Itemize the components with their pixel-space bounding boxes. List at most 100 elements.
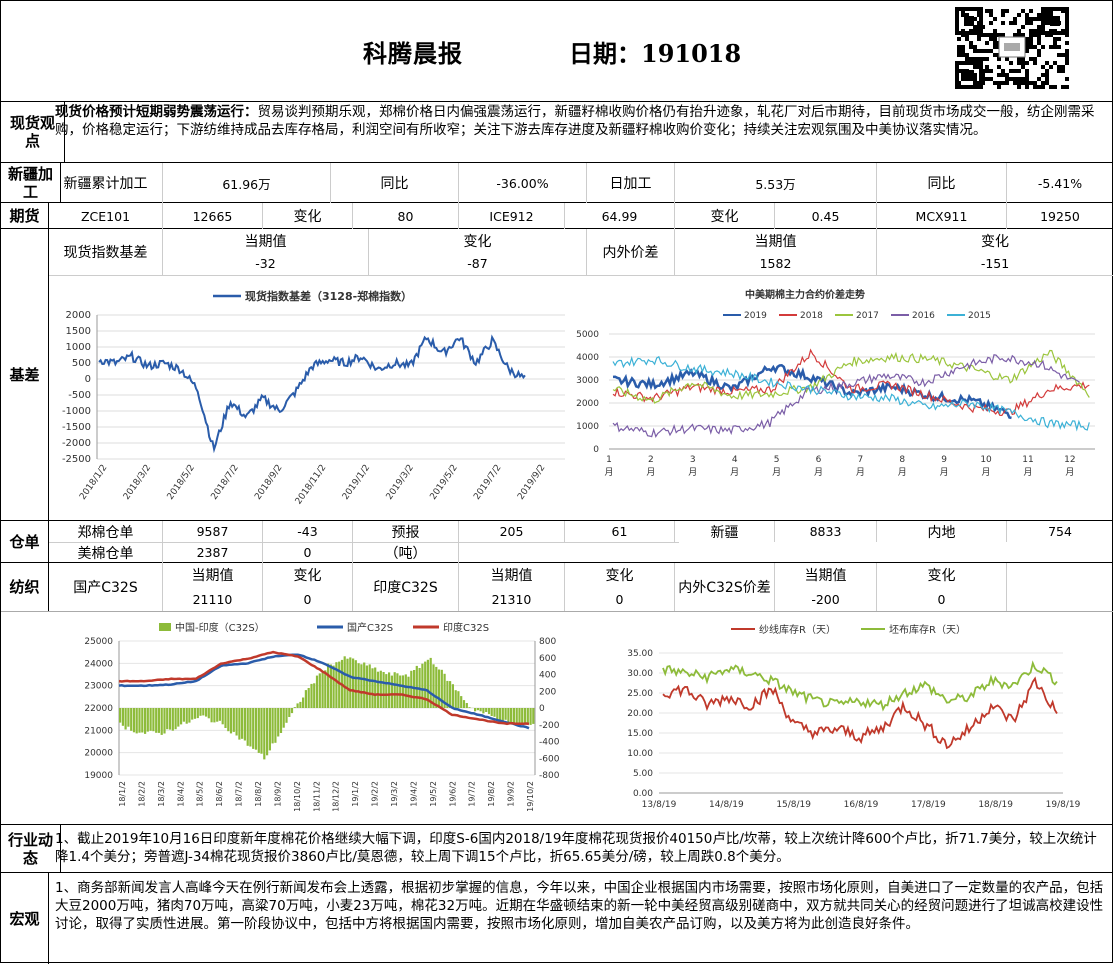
domestic-c32s-label: 国产C32S (49, 563, 163, 611)
inventory-xtick: 13/8/19 (642, 800, 677, 810)
inventory-xtick: 17/8/19 (911, 800, 946, 810)
yarn-spread-bar (310, 683, 313, 708)
yarn-xtick: 19/7/2 (468, 781, 477, 807)
yarn-spread-bar (260, 708, 263, 754)
inventory-chart: 纱线库存R（天） 坯布库存R（天） 35.00 30.00 25.00 20.00 15.… (627, 623, 1080, 810)
yarn-spread-bar (354, 660, 357, 708)
yarn-y2tick: 0 (539, 704, 545, 714)
yarn-spread-bar (138, 708, 141, 733)
basis-label: 基差 (1, 229, 49, 520)
yarn-xtick: 18/6/2 (215, 781, 224, 807)
forecast-label: 预报 (353, 521, 459, 542)
basis-ytick: -500 (68, 390, 91, 401)
forecast-value: 205 (459, 521, 565, 542)
yarn-spread-bar (171, 708, 174, 731)
inventory-legend-item: 坯布库存R（天） (889, 623, 966, 636)
domestic-cur-label: 当期值 (163, 563, 263, 587)
yarn-spread-bar (490, 708, 493, 716)
xj-daily-label: 日加工 (587, 163, 675, 203)
india-chg-label: 变化 (565, 563, 675, 587)
yarn-spread-bar (199, 708, 202, 716)
xj-daily-yoy-value: -5.41% (1037, 175, 1083, 191)
spread-xtick: 4 (732, 455, 738, 465)
spread-xtick: 5 (774, 455, 780, 465)
zce-warrant-value: 9587 (163, 521, 263, 542)
report-date: 日期：191018 (569, 39, 742, 68)
basis-xtick: 2018/3/2 (122, 463, 153, 502)
spread-xtick-unit: 月 (772, 467, 781, 478)
industry-label: 行业动态 (1, 825, 61, 872)
yarn-spread-bar (393, 672, 396, 708)
basis-index-label: 现货指数基差 (49, 229, 163, 275)
basis-xtick: 2018/5/2 (166, 463, 197, 502)
basis-legend: 现货指数基差（3128-郑棉指数） (245, 289, 412, 303)
yarn-y2tick: -200 (539, 721, 560, 731)
yarn-xtick: 18/3/2 (157, 781, 166, 807)
xinjiang-warrant-label: 新疆 (675, 521, 775, 542)
yarn-spread-bar (274, 708, 277, 743)
inland-warrant-value: 754 (1048, 524, 1072, 539)
yarn-spread-bar (202, 708, 205, 716)
ice-contract: ICE912 (459, 203, 565, 229)
spread-chg-value: -151 (980, 256, 1010, 271)
india-chg-value: 0 (565, 587, 675, 611)
yarn-spread-bar (512, 708, 515, 723)
yarn-spread-bar (285, 708, 288, 723)
yarn-spread-bar (451, 684, 454, 708)
xj-cum-value: 61.96万 (163, 163, 331, 203)
industry-row: 行业动态 1、截止2019年10月16日印度新年度棉花价格继续大幅下调，印度S-… (1, 825, 1113, 873)
yarn-spread-bar (462, 700, 466, 708)
yarn-spread-bar (407, 676, 410, 708)
yarn-spread-bar (388, 672, 391, 708)
yarn-spread-bar (238, 708, 241, 740)
spread-series-line (612, 364, 1012, 420)
yarn-spread-bar (346, 658, 349, 708)
yarn-spread-bar (144, 708, 147, 734)
yarn-xtick: 18/2/2 (137, 781, 146, 807)
yarn-spread-bar (329, 664, 332, 708)
spread-xtick: 2 (648, 455, 654, 465)
yarn-spread-bar (205, 708, 208, 717)
macro-label: 宏观 (1, 873, 49, 964)
macro-text: 1、商务部新闻发言人高峰今天在例行新闻发布会上透露，根据初步掌握的信息，今年以来… (55, 880, 1104, 932)
us-warrant-value: 2387 (163, 542, 263, 563)
yarn-spread-bar (304, 690, 307, 708)
yarn-spread-bar (521, 708, 524, 725)
india-cur-label: 当期值 (459, 563, 565, 587)
yarn-spread-bar (263, 708, 266, 760)
yarn-spread-bar (207, 708, 210, 719)
yarn-spread-bar (460, 696, 463, 708)
spread-xtick-unit: 月 (646, 467, 655, 478)
inventory-ytick: 10.00 (627, 749, 653, 759)
yarn-spread-bar (510, 708, 513, 723)
yarn-spread-bar (487, 708, 491, 715)
yarn-spread-bar (382, 672, 385, 708)
yarn-y2tick: 200 (539, 687, 556, 697)
yarn-spread-bar (119, 708, 122, 723)
zce-change-label: 变化 (263, 203, 353, 229)
us-warrant-label: 美棉仓单 (49, 542, 163, 563)
yarn-spread-bar (429, 657, 432, 708)
basis-row: 基差 现货指数基差 当期值 变化 内外价差 当期值 变化 -32 -87 158… (1, 229, 1113, 521)
yarn-spread-bar (390, 675, 393, 708)
spot-view-row: 现货观点 现货价格预计短期弱势震荡运行：贸易谈判预期乐观，郑棉价格日内偏强震荡运… (1, 101, 1113, 163)
basis-xtick: 2019/9/2 (516, 463, 547, 502)
yarn-spread-bar (163, 708, 166, 734)
yarn-spread-bar (277, 708, 280, 737)
xj-yoy-label: 同比 (331, 163, 459, 203)
inventory-ytick: 25.00 (627, 689, 653, 699)
zce-warrant-label: 郑棉仓单 (49, 521, 163, 542)
spread-xtick: 9 (941, 455, 947, 465)
yarn-spread-bar (454, 690, 457, 708)
yarn-spread-bar (424, 661, 427, 708)
yarn-xtick: 18/5/2 (196, 781, 205, 807)
yarn-spread-bar (504, 708, 507, 720)
yarn-spread-bar (182, 708, 185, 722)
yarn-spread-bar (371, 668, 374, 708)
spread-chart: 中美期棉主力合约价差走势 2019 2018 2017 2016 2015 500040… (576, 288, 1095, 478)
yarn-spread-bar (365, 665, 368, 708)
yarn-spread-bar (349, 657, 352, 708)
spread-xtick: 12 (1064, 455, 1075, 465)
spread-chg-label: 变化 (981, 233, 1009, 250)
inventory-xtick: 15/8/19 (776, 800, 811, 810)
